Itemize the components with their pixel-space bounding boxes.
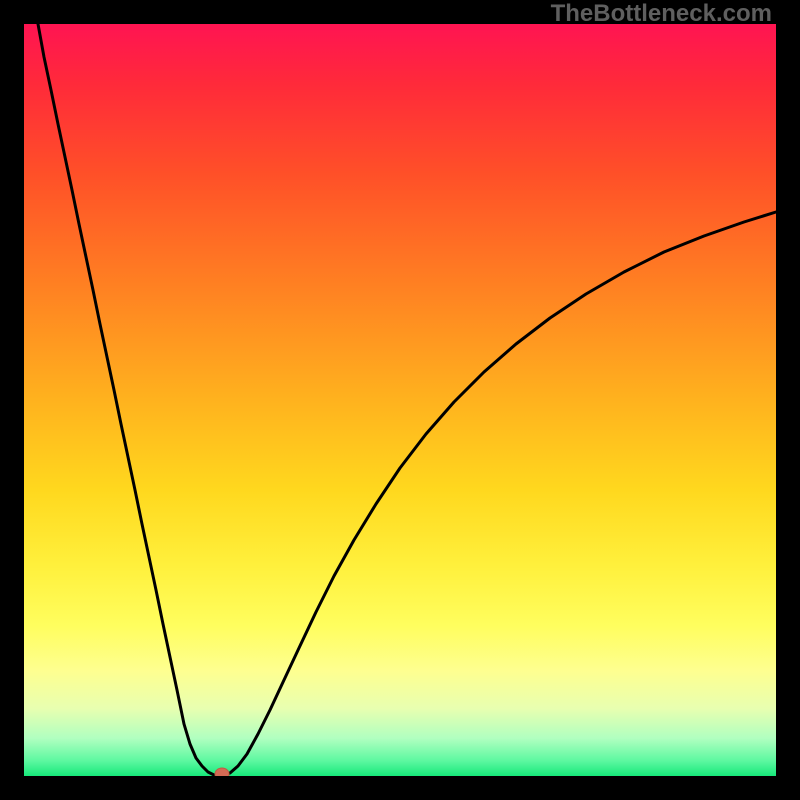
frame-border-left <box>0 0 24 800</box>
frame-border-right <box>776 0 800 800</box>
bottleneck-curve <box>38 24 776 776</box>
chart-frame: TheBottleneck.com <box>0 0 800 800</box>
curve-layer <box>0 0 800 800</box>
watermark-text: TheBottleneck.com <box>551 0 772 28</box>
frame-border-bottom <box>0 776 800 800</box>
